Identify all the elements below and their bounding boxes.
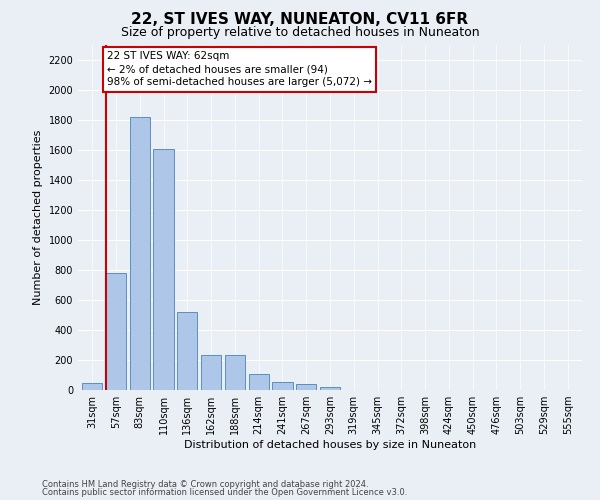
Text: Contains public sector information licensed under the Open Government Licence v3: Contains public sector information licen… — [42, 488, 407, 497]
Bar — [225, 355, 245, 390]
Text: Size of property relative to detached houses in Nuneaton: Size of property relative to detached ho… — [121, 26, 479, 39]
Bar — [82, 382, 103, 390]
Bar — [130, 117, 150, 390]
Bar — [272, 382, 293, 390]
Bar — [177, 312, 197, 390]
Bar — [248, 374, 269, 390]
X-axis label: Distribution of detached houses by size in Nuneaton: Distribution of detached houses by size … — [184, 440, 476, 450]
Text: 22 ST IVES WAY: 62sqm
← 2% of detached houses are smaller (94)
98% of semi-detac: 22 ST IVES WAY: 62sqm ← 2% of detached h… — [107, 51, 372, 88]
Bar — [106, 273, 126, 390]
Text: 22, ST IVES WAY, NUNEATON, CV11 6FR: 22, ST IVES WAY, NUNEATON, CV11 6FR — [131, 12, 469, 28]
Bar — [296, 384, 316, 390]
Bar — [320, 387, 340, 390]
Bar — [154, 148, 173, 390]
Text: Contains HM Land Registry data © Crown copyright and database right 2024.: Contains HM Land Registry data © Crown c… — [42, 480, 368, 489]
Y-axis label: Number of detached properties: Number of detached properties — [33, 130, 43, 305]
Bar — [201, 355, 221, 390]
